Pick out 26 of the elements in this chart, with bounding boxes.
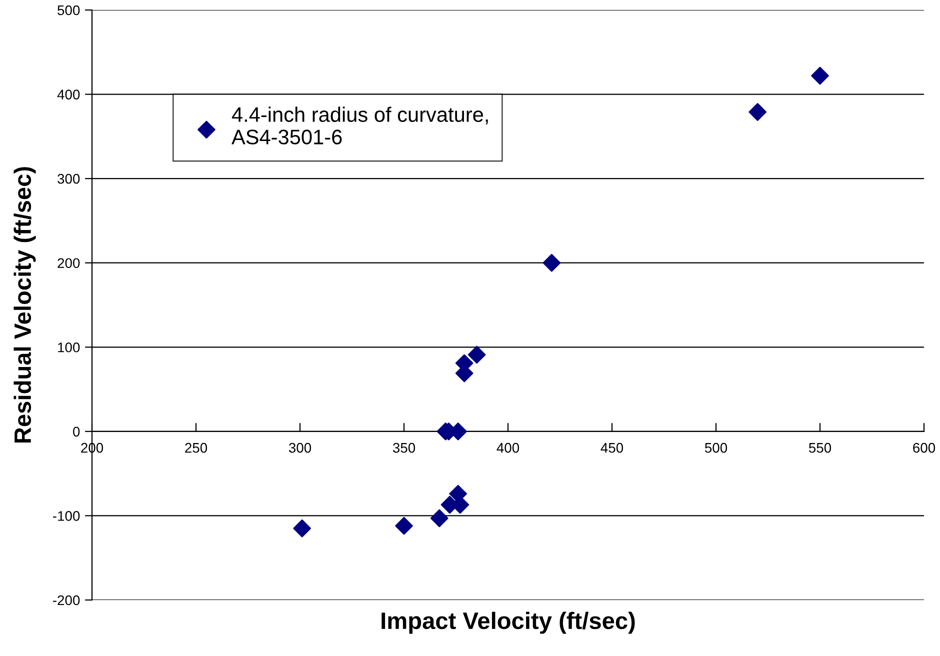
y-tick-label: -200 [53,595,80,606]
x-tick-label: 600 [913,442,936,453]
x-axis-title: Impact Velocity (ft/sec) [382,612,635,634]
y-tick-label: 500 [58,5,80,16]
point [811,66,829,85]
y-tick-label: 400 [57,90,80,100]
point [748,103,767,121]
point [468,346,486,364]
x-tick-label: 350 [392,442,416,453]
x-tick-label: 500 [704,442,728,453]
x-tick-label: 250 [185,442,208,453]
x-tick-label: 450 [600,442,624,453]
x-tick-label: 400 [496,442,520,453]
y-tick-label: 0 [73,426,80,437]
x-tick-label: 300 [288,442,312,453]
y-tick-label: 200 [58,258,80,268]
point [395,516,413,535]
y-tick-label: 300 [58,174,80,184]
point [430,509,448,528]
y-axis-title: Residual Velocity (ft/sec) [14,167,36,442]
x-tick-label: 550 [808,442,832,453]
legend-label: 4.4-inch radius of curvature, AS4-3501-6 [232,106,488,144]
y-tick-label: 100 [58,342,80,352]
y-tick-label: -100 [53,511,80,521]
point [293,519,311,538]
point [542,254,561,272]
